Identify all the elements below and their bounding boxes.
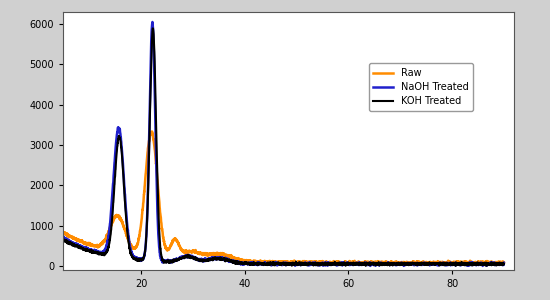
KOH Treated bbox=[150, 27, 156, 30]
Raw bbox=[445, 260, 452, 264]
Raw bbox=[436, 263, 442, 266]
Raw bbox=[500, 261, 507, 265]
Raw bbox=[136, 232, 143, 236]
Legend: Raw, NaOH Treated, KOH Treated: Raw, NaOH Treated, KOH Treated bbox=[368, 63, 474, 111]
Raw bbox=[229, 255, 235, 259]
Raw bbox=[492, 261, 499, 265]
NaOH Treated bbox=[444, 263, 451, 266]
Line: KOH Treated: KOH Treated bbox=[63, 28, 504, 266]
NaOH Treated bbox=[492, 263, 499, 267]
NaOH Treated bbox=[248, 260, 255, 264]
KOH Treated bbox=[229, 260, 235, 263]
KOH Treated bbox=[60, 237, 67, 241]
Raw bbox=[60, 231, 67, 235]
NaOH Treated bbox=[136, 258, 143, 262]
Line: NaOH Treated: NaOH Treated bbox=[63, 22, 504, 266]
NaOH Treated bbox=[500, 261, 507, 265]
KOH Treated bbox=[444, 262, 451, 265]
KOH Treated bbox=[500, 262, 507, 266]
Raw bbox=[248, 261, 255, 265]
NaOH Treated bbox=[149, 20, 156, 24]
KOH Treated bbox=[110, 199, 117, 202]
NaOH Treated bbox=[110, 177, 117, 180]
KOH Treated bbox=[248, 261, 255, 265]
NaOH Treated bbox=[60, 235, 67, 238]
KOH Treated bbox=[492, 262, 499, 266]
NaOH Treated bbox=[480, 264, 486, 268]
KOH Treated bbox=[136, 259, 143, 262]
Line: Raw: Raw bbox=[63, 132, 504, 265]
Raw bbox=[149, 130, 156, 134]
NaOH Treated bbox=[229, 260, 235, 264]
KOH Treated bbox=[453, 264, 459, 268]
Raw bbox=[110, 219, 117, 222]
